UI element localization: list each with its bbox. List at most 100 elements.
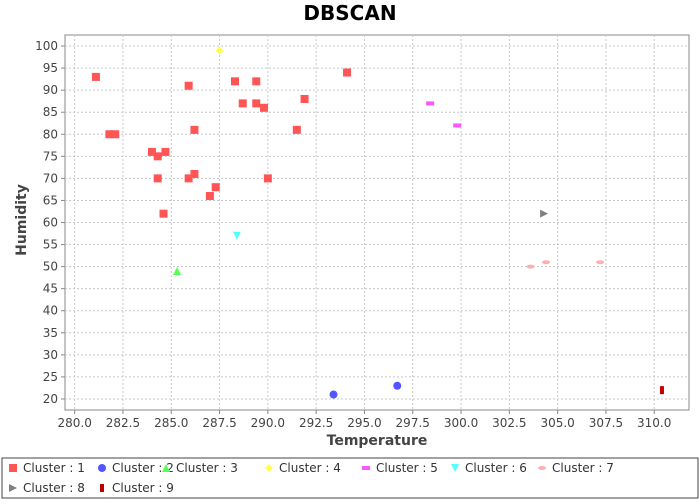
y-tick-label: 50: [43, 260, 58, 274]
legend-label: Cluster : 3: [176, 461, 238, 475]
data-point: [215, 46, 224, 55]
data-point: [153, 174, 162, 183]
axes: 280.0 282.5 285.0 287.5 290.0 292.5 295.0 297.5…: [35, 39, 671, 430]
x-tick-label: 307.5: [589, 416, 623, 430]
data-point: [190, 125, 199, 134]
x-tick-label: 310.0: [637, 416, 671, 430]
y-tick-label: 85: [43, 105, 58, 119]
legend-item: Cluster : 4: [265, 461, 341, 475]
data-point: [259, 103, 268, 112]
legend: Cluster : 1 Cluster : 2 Cluster : 3 Cluster…: [9, 461, 614, 495]
x-tick-label: 290.0: [251, 416, 285, 430]
series-cluster-4: [215, 46, 224, 55]
y-tick-label: 95: [43, 61, 58, 75]
x-tick-label: 287.5: [202, 416, 236, 430]
legend-label: Cluster : 5: [376, 461, 438, 475]
legend-item: Cluster : 2: [98, 461, 174, 475]
x-axis-label: Temperature: [327, 433, 428, 449]
x-tick-label: 282.5: [106, 416, 140, 430]
series-cluster-9: [659, 386, 664, 395]
x-tick-label: 305.0: [540, 416, 574, 430]
data-point: [659, 386, 664, 395]
data-point: [343, 68, 352, 77]
y-tick-label: 35: [43, 326, 58, 340]
data-point: [263, 174, 272, 183]
data-point: [159, 209, 168, 218]
x-tick-label: 285.0: [154, 416, 188, 430]
legend-label: Cluster : 1: [23, 461, 85, 475]
y-tick-label: 100: [35, 39, 58, 53]
legend-marker: [9, 464, 17, 472]
x-tick-label: 300.0: [444, 416, 478, 430]
legend-marker: [100, 484, 104, 492]
y-tick-label: 75: [43, 149, 58, 163]
y-tick-label: 20: [43, 392, 58, 406]
y-tick-label: 25: [43, 370, 58, 384]
y-tick-label: 55: [43, 238, 58, 252]
legend-marker: [265, 464, 273, 472]
data-point: [526, 264, 535, 269]
legend-label: Cluster : 2: [112, 461, 174, 475]
x-tick-label: 302.5: [492, 416, 526, 430]
legend-marker: [451, 464, 459, 472]
series-cluster-8: [540, 209, 549, 218]
legend-marker: [98, 464, 106, 472]
y-tick-label: 90: [43, 83, 58, 97]
data-point: [252, 77, 261, 86]
data-point: [329, 390, 338, 399]
data-point: [205, 192, 214, 201]
data-point: [190, 169, 199, 178]
y-axis-label: Humidity: [14, 184, 30, 256]
legend-marker: [162, 464, 170, 472]
legend-label: Cluster : 6: [465, 461, 527, 475]
x-tick-label: 297.5: [396, 416, 430, 430]
legend-item: Cluster : 5: [362, 461, 438, 475]
series-cluster-2: [329, 381, 402, 399]
data-point: [540, 209, 549, 218]
legend-item: Cluster : 8: [9, 481, 85, 495]
grid-lines: [65, 35, 689, 410]
data-point: [91, 72, 100, 81]
x-tick-label: 295.0: [347, 416, 381, 430]
x-tick-label: 292.5: [299, 416, 333, 430]
data-point: [426, 101, 435, 106]
data-point: [252, 99, 261, 108]
legend-item: Cluster : 9: [100, 481, 174, 495]
legend-marker: [538, 466, 546, 470]
legend-label: Cluster : 9: [112, 481, 174, 495]
legend-item: Cluster : 6: [451, 461, 527, 475]
legend-label: Cluster : 8: [23, 481, 85, 495]
data-point: [232, 231, 241, 240]
data-point: [292, 125, 301, 134]
data-point: [184, 81, 193, 90]
data-point: [300, 94, 309, 103]
legend-label: Cluster : 7: [552, 461, 614, 475]
series-cluster-1: [91, 68, 352, 218]
legend-item: Cluster : 3: [162, 461, 238, 475]
data-point: [105, 130, 114, 139]
data-point: [184, 174, 193, 183]
x-tick-label: 280.0: [57, 416, 91, 430]
legend-label: Cluster : 4: [279, 461, 341, 475]
y-tick-label: 45: [43, 282, 58, 296]
y-tick-label: 40: [43, 304, 58, 318]
series-cluster-3: [173, 267, 182, 276]
data-points: [91, 46, 664, 399]
data-point: [238, 99, 247, 108]
y-tick-label: 30: [43, 348, 58, 362]
data-point: [393, 381, 402, 390]
series-cluster-7: [526, 260, 605, 269]
legend-item: Cluster : 1: [9, 461, 85, 475]
y-tick-label: 70: [43, 171, 58, 185]
data-point: [542, 260, 551, 265]
legend-marker: [362, 466, 370, 470]
chart-title: DBSCAN: [303, 1, 396, 25]
legend-item: Cluster : 7: [538, 461, 614, 475]
y-tick-label: 60: [43, 216, 58, 230]
series-cluster-6: [232, 231, 241, 240]
data-point: [173, 267, 182, 276]
data-point: [211, 183, 220, 192]
legend-marker: [9, 484, 17, 492]
